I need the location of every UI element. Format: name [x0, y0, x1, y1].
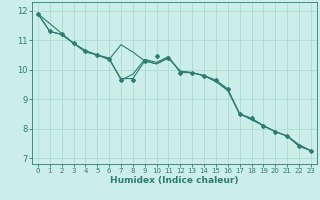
X-axis label: Humidex (Indice chaleur): Humidex (Indice chaleur) — [110, 176, 239, 185]
